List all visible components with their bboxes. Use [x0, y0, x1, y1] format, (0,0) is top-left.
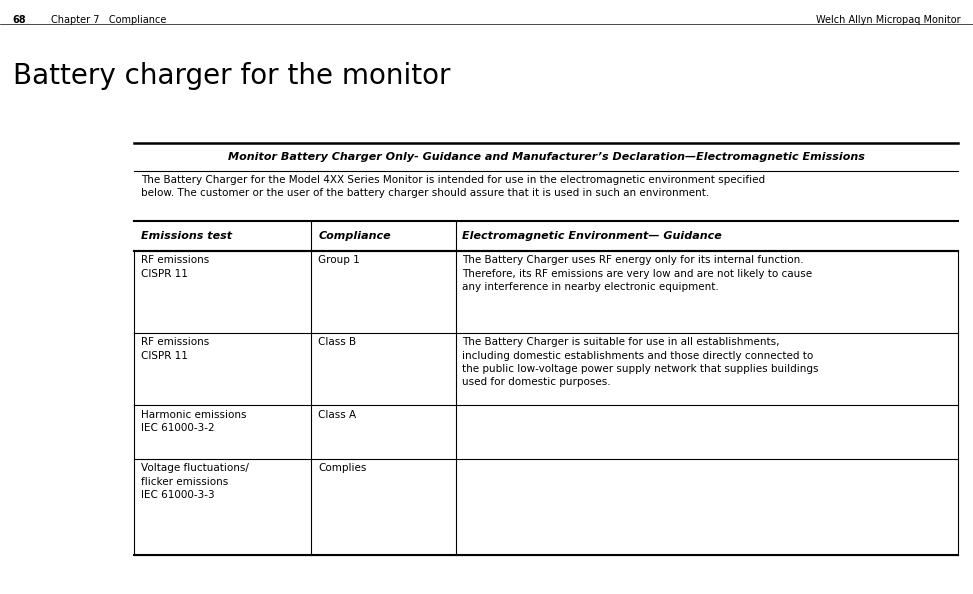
Text: Class A: Class A — [318, 410, 356, 420]
Text: 68: 68 — [13, 15, 26, 25]
Text: Welch Allyn Micropaq Monitor: Welch Allyn Micropaq Monitor — [815, 15, 960, 25]
Text: RF emissions
CISPR 11: RF emissions CISPR 11 — [141, 255, 209, 279]
Text: Voltage fluctuations/
flicker emissions
IEC 61000-3-3: Voltage fluctuations/ flicker emissions … — [141, 463, 249, 500]
Text: Complies: Complies — [318, 463, 367, 473]
Text: Emissions test: Emissions test — [141, 231, 233, 241]
Text: Group 1: Group 1 — [318, 255, 360, 266]
Text: Monitor Battery Charger Only- Guidance and Manufacturer’s Declaration—Electromag: Monitor Battery Charger Only- Guidance a… — [228, 152, 865, 162]
Text: RF emissions
CISPR 11: RF emissions CISPR 11 — [141, 337, 209, 361]
Text: The Battery Charger is suitable for use in all establishments,
including domesti: The Battery Charger is suitable for use … — [462, 337, 819, 387]
Text: Compliance: Compliance — [318, 231, 391, 241]
Text: Battery charger for the monitor: Battery charger for the monitor — [13, 62, 450, 90]
Text: The Battery Charger uses RF energy only for its internal function.
Therefore, it: The Battery Charger uses RF energy only … — [462, 255, 812, 292]
Text: Harmonic emissions
IEC 61000-3-2: Harmonic emissions IEC 61000-3-2 — [141, 410, 246, 433]
Text: The Battery Charger for the Model 4XX Series Monitor is intended for use in the : The Battery Charger for the Model 4XX Se… — [141, 175, 765, 198]
Text: Chapter 7   Compliance: Chapter 7 Compliance — [51, 15, 166, 25]
Text: Class B: Class B — [318, 337, 356, 347]
Text: Electromagnetic Environment— Guidance: Electromagnetic Environment— Guidance — [462, 231, 722, 241]
